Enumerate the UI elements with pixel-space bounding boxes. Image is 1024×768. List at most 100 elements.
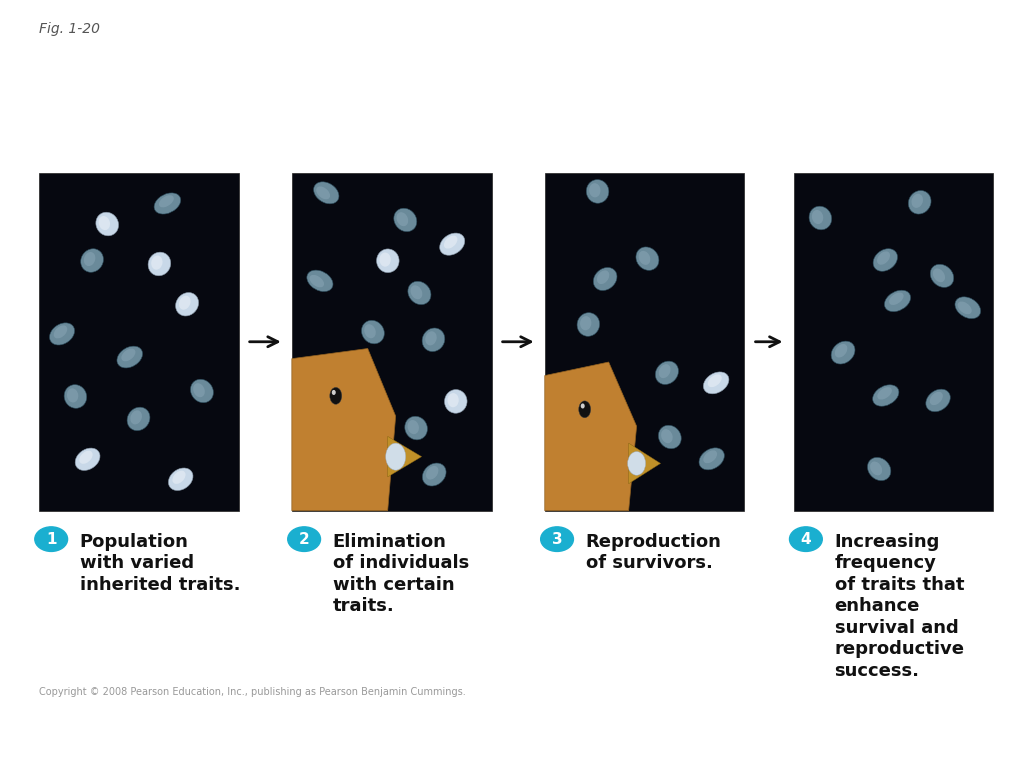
Ellipse shape: [873, 249, 897, 271]
Ellipse shape: [53, 326, 68, 339]
Ellipse shape: [396, 212, 409, 227]
Ellipse shape: [404, 416, 427, 440]
Ellipse shape: [179, 296, 190, 310]
Text: Reproduction
of survivors.: Reproduction of survivors.: [586, 533, 722, 572]
Ellipse shape: [190, 379, 213, 402]
Ellipse shape: [408, 281, 431, 305]
Ellipse shape: [81, 249, 103, 273]
Ellipse shape: [703, 372, 729, 394]
Ellipse shape: [955, 297, 981, 319]
Ellipse shape: [377, 249, 399, 273]
Circle shape: [541, 527, 573, 551]
Text: 4: 4: [801, 531, 811, 547]
Ellipse shape: [175, 293, 199, 316]
Ellipse shape: [589, 184, 600, 197]
Text: Copyright © 2008 Pearson Education, Inc., publishing as Pearson Benjamin Cumming: Copyright © 2008 Pearson Education, Inc.…: [39, 687, 466, 697]
Ellipse shape: [159, 195, 174, 207]
Ellipse shape: [636, 247, 658, 270]
Circle shape: [35, 527, 68, 551]
Ellipse shape: [67, 389, 78, 402]
Ellipse shape: [309, 275, 324, 287]
Ellipse shape: [98, 216, 110, 230]
Ellipse shape: [332, 390, 336, 395]
Ellipse shape: [443, 236, 458, 249]
Ellipse shape: [581, 403, 585, 409]
Ellipse shape: [307, 270, 333, 292]
Ellipse shape: [639, 251, 650, 265]
Ellipse shape: [933, 269, 945, 282]
Bar: [794, 173, 993, 511]
Ellipse shape: [426, 466, 438, 479]
Ellipse shape: [168, 468, 193, 491]
Ellipse shape: [422, 463, 446, 486]
Ellipse shape: [425, 331, 436, 346]
Ellipse shape: [597, 270, 609, 284]
Ellipse shape: [699, 448, 724, 470]
Ellipse shape: [408, 420, 419, 434]
Text: Increasing
frequency
of traits that
enhance
survival and
reproductive
success.: Increasing frequency of traits that enha…: [835, 533, 965, 680]
Ellipse shape: [380, 253, 391, 266]
Ellipse shape: [79, 451, 92, 464]
Ellipse shape: [908, 190, 931, 214]
Ellipse shape: [878, 387, 892, 399]
Ellipse shape: [361, 320, 384, 344]
Ellipse shape: [870, 462, 882, 475]
Ellipse shape: [394, 208, 417, 232]
Ellipse shape: [365, 324, 376, 338]
Circle shape: [288, 527, 321, 551]
Text: Elimination
of individuals
with certain
traits.: Elimination of individuals with certain …: [333, 533, 469, 615]
Ellipse shape: [579, 401, 591, 418]
Ellipse shape: [172, 471, 185, 484]
Ellipse shape: [957, 302, 972, 314]
Text: 1: 1: [46, 531, 56, 547]
Text: 2: 2: [299, 531, 309, 547]
Ellipse shape: [658, 425, 681, 449]
Ellipse shape: [809, 206, 831, 230]
Ellipse shape: [422, 328, 444, 352]
Ellipse shape: [155, 193, 180, 214]
Ellipse shape: [49, 323, 75, 345]
Ellipse shape: [885, 290, 910, 312]
Ellipse shape: [877, 251, 890, 265]
Ellipse shape: [444, 389, 467, 413]
Ellipse shape: [578, 313, 600, 336]
Ellipse shape: [316, 187, 330, 200]
Ellipse shape: [628, 452, 645, 475]
Ellipse shape: [386, 443, 406, 470]
Text: Fig. 1-20: Fig. 1-20: [39, 22, 100, 35]
Ellipse shape: [708, 374, 722, 387]
Ellipse shape: [658, 364, 671, 378]
Ellipse shape: [911, 194, 923, 208]
Ellipse shape: [930, 264, 953, 287]
Ellipse shape: [411, 285, 422, 300]
Circle shape: [790, 527, 822, 551]
Ellipse shape: [130, 410, 142, 425]
Ellipse shape: [194, 383, 205, 397]
Ellipse shape: [835, 344, 847, 358]
Bar: [39, 173, 239, 511]
Ellipse shape: [889, 293, 903, 305]
Ellipse shape: [330, 387, 342, 404]
Ellipse shape: [587, 180, 609, 204]
Ellipse shape: [127, 407, 150, 431]
Polygon shape: [292, 349, 395, 511]
Ellipse shape: [117, 346, 142, 368]
Ellipse shape: [867, 458, 891, 481]
Ellipse shape: [593, 267, 617, 290]
Ellipse shape: [439, 233, 465, 255]
Ellipse shape: [75, 448, 100, 471]
Text: Population
with varied
inherited traits.: Population with varied inherited traits.: [80, 533, 241, 594]
Ellipse shape: [313, 182, 339, 204]
Ellipse shape: [580, 316, 592, 330]
Ellipse shape: [930, 392, 943, 406]
Ellipse shape: [872, 385, 899, 406]
Polygon shape: [629, 443, 660, 484]
Text: 3: 3: [552, 531, 562, 547]
Ellipse shape: [148, 252, 171, 276]
Ellipse shape: [84, 252, 95, 266]
Bar: [292, 173, 492, 511]
Polygon shape: [388, 436, 422, 477]
Ellipse shape: [122, 349, 135, 361]
Ellipse shape: [447, 393, 459, 407]
Polygon shape: [545, 362, 637, 511]
